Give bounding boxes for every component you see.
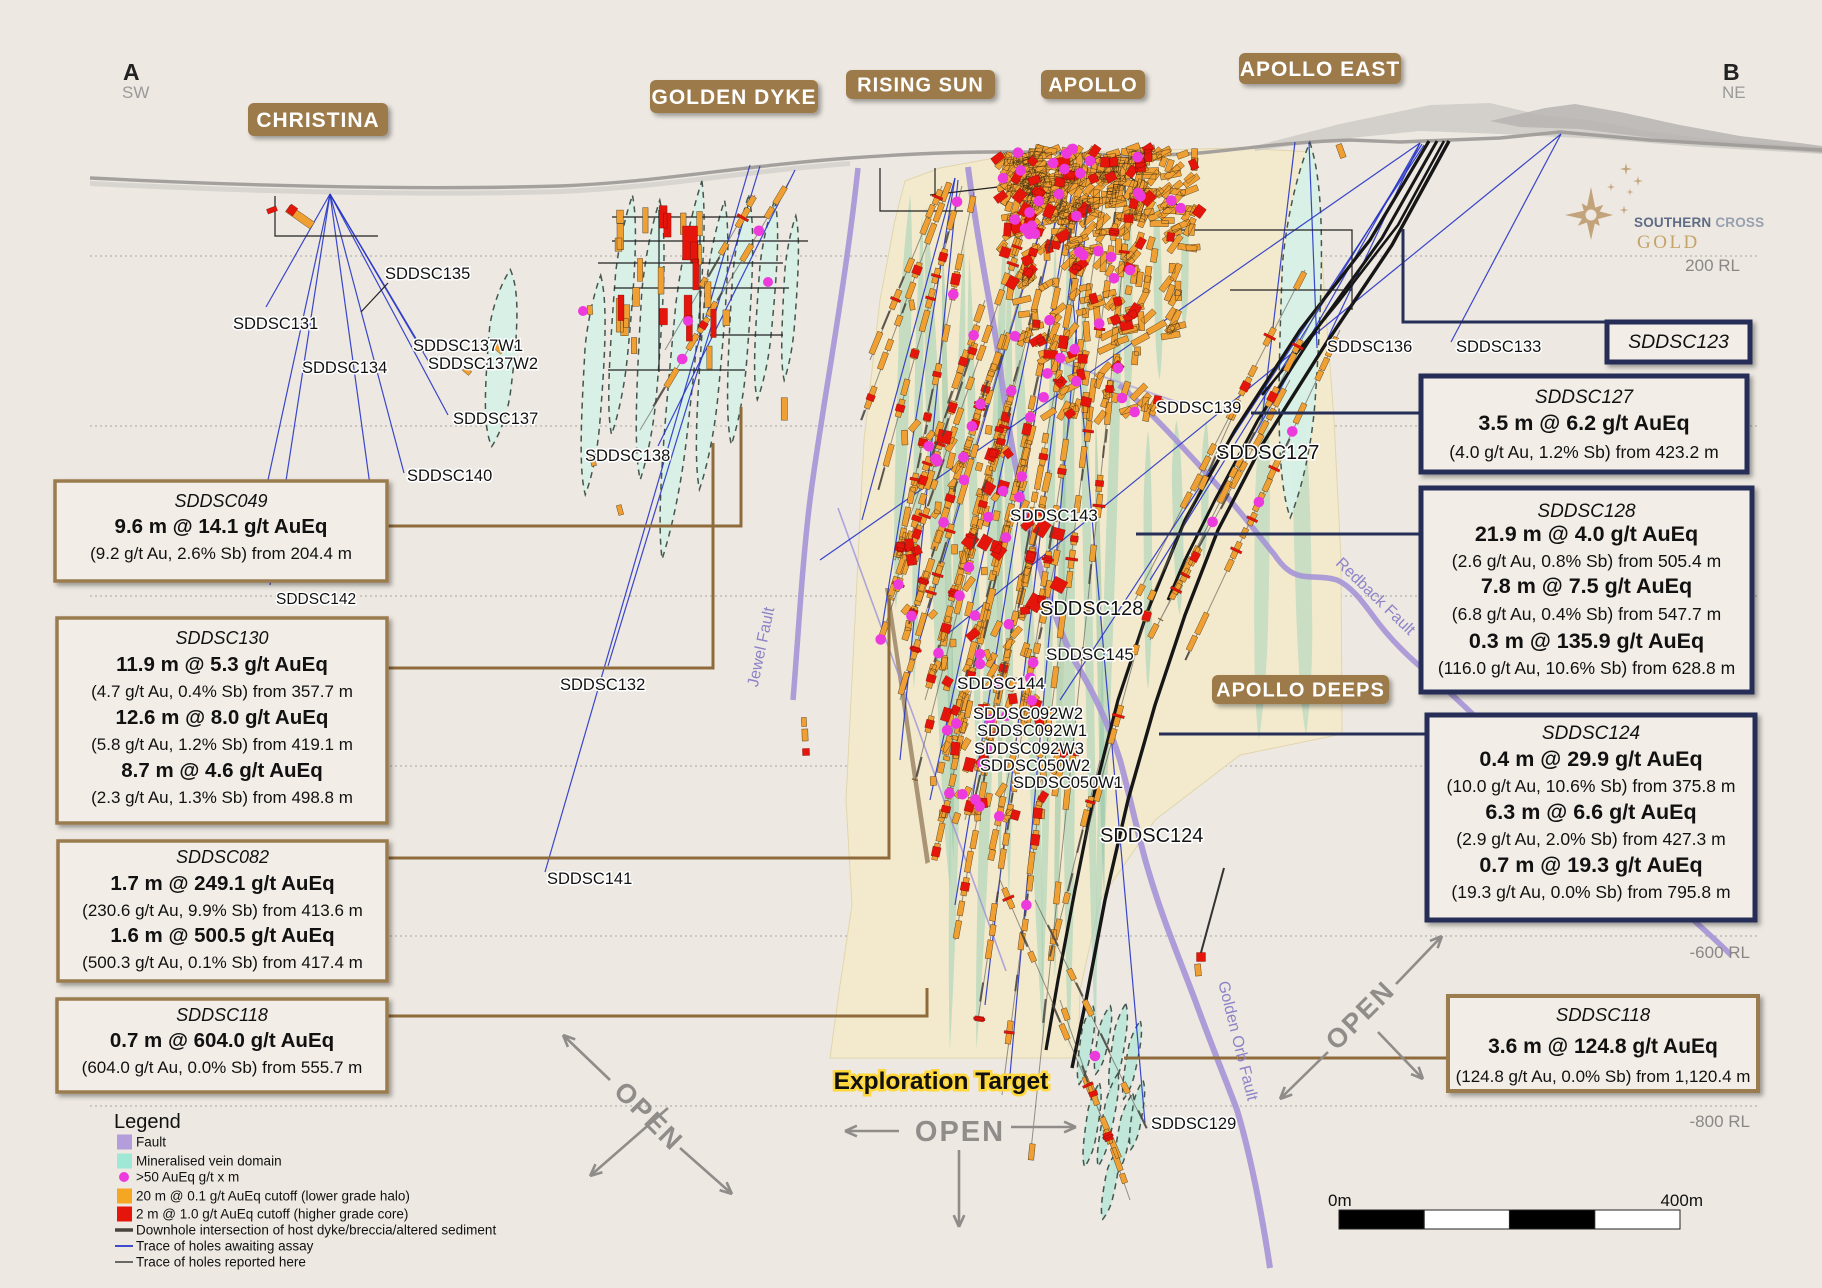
svg-text:A: A — [123, 59, 140, 85]
svg-text:-600 RL: -600 RL — [1690, 943, 1750, 962]
svg-text:SDDSC134: SDDSC134 — [302, 359, 387, 377]
svg-text:400m: 400m — [1660, 1191, 1703, 1210]
svg-text:0m: 0m — [1328, 1191, 1352, 1210]
svg-text:SDDSC127: SDDSC127 — [1535, 387, 1635, 408]
svg-text:SDDSC050W1: SDDSC050W1 — [1013, 774, 1123, 792]
svg-text:SDDSC137: SDDSC137 — [453, 410, 538, 428]
svg-text:3.5 m @ 6.2 g/t AuEq: 3.5 m @ 6.2 g/t AuEq — [1478, 411, 1689, 435]
svg-text:SDDSC144: SDDSC144 — [957, 674, 1045, 693]
svg-text:2 m @ 1.0 g/t AuEq cutoff (hig: 2 m @ 1.0 g/t AuEq cutoff (higher grade … — [136, 1207, 408, 1222]
svg-text:Exploration Target: Exploration Target — [834, 1068, 1049, 1095]
svg-text:1.6 m @ 500.5 g/t AuEq: 1.6 m @ 500.5 g/t AuEq — [110, 924, 334, 947]
svg-text:(500.3 g/t Au, 0.1% Sb) from 4: (500.3 g/t Au, 0.1% Sb) from 417.4 m — [82, 953, 363, 972]
svg-text:6.3 m @ 6.6 g/t AuEq: 6.3 m @ 6.6 g/t AuEq — [1485, 800, 1696, 824]
svg-text:SDDSC123: SDDSC123 — [1628, 331, 1729, 353]
svg-text:SDDSC049: SDDSC049 — [174, 491, 267, 511]
svg-text:0.3 m @ 135.9 g/t AuEq: 0.3 m @ 135.9 g/t AuEq — [1469, 629, 1704, 653]
svg-text:SDDSC141: SDDSC141 — [547, 870, 632, 888]
svg-text:SDDSC128: SDDSC128 — [1537, 501, 1636, 522]
svg-text:SDDSC132: SDDSC132 — [560, 676, 645, 694]
svg-text:(19.3 g/t Au, 0.0% Sb) from 79: (19.3 g/t Au, 0.0% Sb) from 795.8 m — [1451, 882, 1730, 902]
svg-text:(4.7 g/t Au, 0.4% Sb) from 357: (4.7 g/t Au, 0.4% Sb) from 357.7 m — [91, 682, 353, 701]
svg-text:7.8 m @ 7.5 g/t AuEq: 7.8 m @ 7.5 g/t AuEq — [1481, 574, 1692, 598]
svg-text:SDDSC138: SDDSC138 — [585, 447, 670, 465]
svg-text:CHRISTINA: CHRISTINA — [256, 109, 379, 132]
svg-text:8.7 m @ 4.6 g/t AuEq: 8.7 m @ 4.6 g/t AuEq — [121, 759, 323, 782]
svg-text:200 RL: 200 RL — [1685, 256, 1740, 275]
svg-text:SDDSC128: SDDSC128 — [1040, 598, 1143, 620]
svg-text:9.6 m @ 14.1 g/t AuEq: 9.6 m @ 14.1 g/t AuEq — [115, 515, 328, 538]
svg-text:SDDSC136: SDDSC136 — [1327, 338, 1412, 356]
svg-text:SDDSC129: SDDSC129 — [1151, 1115, 1236, 1133]
svg-text:20 m @ 0.1 g/t AuEq cutoff (lo: 20 m @ 0.1 g/t AuEq cutoff (lower grade … — [136, 1189, 410, 1204]
svg-text:-800 RL: -800 RL — [1690, 1112, 1750, 1131]
svg-text:OPEN: OPEN — [915, 1116, 1005, 1148]
svg-text:Mineralised vein domain: Mineralised vein domain — [136, 1154, 282, 1169]
svg-text:APOLLO EAST: APOLLO EAST — [1240, 58, 1400, 81]
svg-text:(9.2 g/t Au, 2.6% Sb) from 204: (9.2 g/t Au, 2.6% Sb) from 204.4 m — [90, 544, 352, 563]
svg-text:>50 AuEq g/t x m: >50 AuEq g/t x m — [136, 1170, 239, 1185]
svg-text:SDDSC140: SDDSC140 — [407, 467, 492, 485]
svg-text:SDDSC133: SDDSC133 — [1456, 338, 1541, 356]
svg-text:(2.9 g/t Au, 2.0% Sb) from 427: (2.9 g/t Au, 2.0% Sb) from 427.3 m — [1456, 829, 1725, 849]
svg-text:Legend: Legend — [114, 1111, 181, 1133]
svg-text:SDDSC124: SDDSC124 — [1542, 723, 1640, 744]
svg-text:SDDSC139: SDDSC139 — [1156, 399, 1241, 417]
svg-text:SDDSC118: SDDSC118 — [176, 1005, 268, 1025]
svg-text:11.9 m @ 5.3 g/t AuEq: 11.9 m @ 5.3 g/t AuEq — [116, 653, 328, 676]
svg-text:SDDSC082: SDDSC082 — [176, 847, 269, 867]
svg-text:0.7 m @ 19.3 g/t AuEq: 0.7 m @ 19.3 g/t AuEq — [1479, 853, 1702, 877]
svg-text:(6.8 g/t Au, 0.4% Sb) from 547: (6.8 g/t Au, 0.4% Sb) from 547.7 m — [1452, 604, 1721, 624]
svg-text:GOLD: GOLD — [1637, 232, 1700, 253]
svg-text:SDDSC137W2: SDDSC137W2 — [428, 355, 538, 373]
svg-text:(5.8 g/t Au, 1.2% Sb) from 419: (5.8 g/t Au, 1.2% Sb) from 419.1 m — [91, 735, 353, 754]
svg-text:SDDSC145: SDDSC145 — [1046, 645, 1134, 664]
svg-text:(124.8 g/t Au, 0.0% Sb) from 1: (124.8 g/t Au, 0.0% Sb) from 1,120.4 m — [1456, 1067, 1751, 1086]
svg-text:Downhole intersection of host: Downhole intersection of host dyke/brecc… — [136, 1223, 496, 1238]
svg-text:APOLLO DEEPS: APOLLO DEEPS — [1216, 680, 1385, 702]
svg-text:SDDSC124: SDDSC124 — [1100, 825, 1203, 847]
svg-text:(2.6 g/t Au, 0.8% Sb) from 505: (2.6 g/t Au, 0.8% Sb) from 505.4 m — [1452, 551, 1721, 571]
svg-text:SDDSC127: SDDSC127 — [1216, 442, 1319, 464]
svg-text:SDDSC135: SDDSC135 — [385, 265, 470, 283]
svg-text:0.7 m @ 604.0 g/t AuEq: 0.7 m @ 604.0 g/t AuEq — [110, 1029, 334, 1052]
svg-text:SDDSC137W1: SDDSC137W1 — [413, 337, 523, 355]
svg-text:SDDSC131: SDDSC131 — [233, 315, 318, 333]
svg-text:GOLDEN DYKE: GOLDEN DYKE — [651, 86, 816, 109]
svg-text:(230.6 g/t Au, 9.9% Sb) from 4: (230.6 g/t Au, 9.9% Sb) from 413.6 m — [82, 901, 363, 920]
svg-text:NE: NE — [1722, 83, 1746, 102]
svg-text:SDDSC092W1: SDDSC092W1 — [977, 722, 1087, 740]
svg-text:21.9 m @ 4.0 g/t AuEq: 21.9 m @ 4.0 g/t AuEq — [1475, 522, 1698, 546]
svg-text:SDDSC118: SDDSC118 — [1556, 1004, 1651, 1025]
svg-text:SDDSC130: SDDSC130 — [175, 628, 268, 648]
svg-text:Trace of holes awaiting assay: Trace of holes awaiting assay — [136, 1239, 314, 1254]
svg-text:SDDSC092W2: SDDSC092W2 — [973, 705, 1083, 723]
svg-text:SDDSC092W3: SDDSC092W3 — [974, 740, 1084, 758]
svg-text:1.7 m @ 249.1 g/t AuEq: 1.7 m @ 249.1 g/t AuEq — [110, 872, 334, 895]
svg-text:(116.0 g/t Au, 10.6% Sb) from: (116.0 g/t Au, 10.6% Sb) from 628.8 m — [1438, 658, 1735, 678]
svg-text:APOLLO: APOLLO — [1048, 75, 1137, 97]
svg-text:(604.0 g/t Au, 0.0% Sb) from 5: (604.0 g/t Au, 0.0% Sb) from 555.7 m — [82, 1058, 363, 1077]
svg-text:B: B — [1723, 59, 1740, 85]
svg-text:SDDSC143: SDDSC143 — [1010, 506, 1098, 525]
svg-text:SDDSC142: SDDSC142 — [276, 591, 356, 608]
svg-text:(4.0 g/t Au, 1.2% Sb) from 423: (4.0 g/t Au, 1.2% Sb) from 423.2 m — [1449, 442, 1718, 462]
svg-text:Fault: Fault — [136, 1135, 166, 1150]
svg-text:SW: SW — [122, 83, 149, 102]
svg-text:SOUTHERN CROSS: SOUTHERN CROSS — [1634, 215, 1764, 230]
svg-text:0.4 m @ 29.9 g/t AuEq: 0.4 m @ 29.9 g/t AuEq — [1479, 747, 1702, 771]
svg-text:(10.0 g/t Au, 10.6% Sb) from 3: (10.0 g/t Au, 10.6% Sb) from 375.8 m — [1447, 776, 1736, 796]
svg-text:(2.3 g/t Au, 1.3% Sb) from 498: (2.3 g/t Au, 1.3% Sb) from 498.8 m — [91, 788, 353, 807]
svg-text:Trace of holes reported here: Trace of holes reported here — [136, 1255, 306, 1270]
svg-text:RISING SUN: RISING SUN — [857, 75, 984, 97]
svg-text:SDDSC050W2: SDDSC050W2 — [980, 757, 1090, 775]
svg-text:12.6 m @ 8.0 g/t AuEq: 12.6 m @ 8.0 g/t AuEq — [116, 706, 329, 729]
svg-text:3.6 m @ 124.8 g/t AuEq: 3.6 m @ 124.8 g/t AuEq — [1488, 1035, 1718, 1058]
